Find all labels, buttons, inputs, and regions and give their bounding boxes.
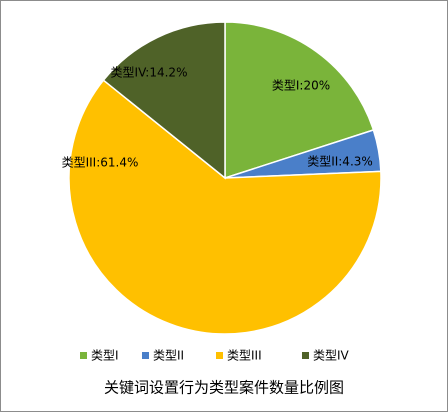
legend-swatch bbox=[142, 352, 149, 359]
legend-label: 类型I bbox=[91, 349, 119, 363]
legend-swatch bbox=[302, 352, 309, 359]
legend-swatch bbox=[80, 352, 87, 359]
data-label: 类型IV:14.2% bbox=[111, 66, 188, 80]
data-label: 类型I:20% bbox=[272, 79, 330, 93]
chart-title: 关键词设置行为类型案件数量比例图 bbox=[104, 379, 344, 397]
pie-slice bbox=[224, 21, 375, 180]
legend-label: 类型IV bbox=[313, 349, 350, 363]
legend-swatch bbox=[216, 352, 223, 359]
pie-slice bbox=[68, 79, 382, 335]
data-label: 类型III:61.4% bbox=[62, 156, 139, 170]
data-label: 类型II:4.3% bbox=[307, 155, 373, 169]
pie-slice bbox=[102, 21, 226, 180]
legend-label: 类型III bbox=[227, 349, 262, 363]
legend-label: 类型II bbox=[153, 349, 184, 363]
